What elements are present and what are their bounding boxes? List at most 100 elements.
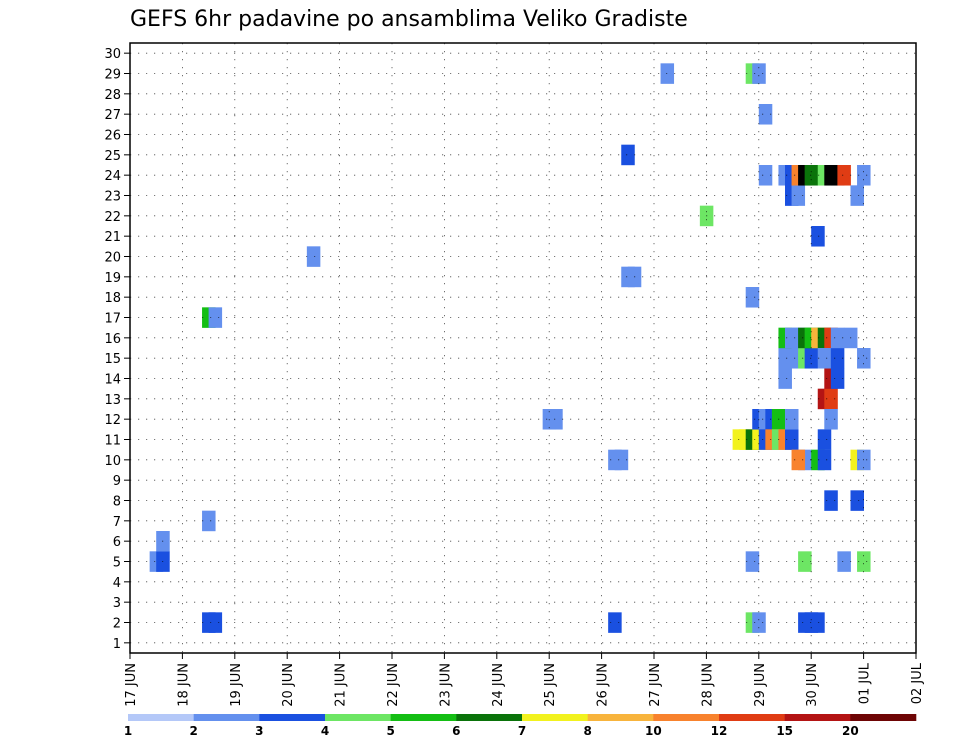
data-cell [830, 327, 845, 349]
y-tick-label: 22 [104, 210, 121, 225]
plot-frame [129, 42, 917, 654]
y-tick-label: 5 [113, 556, 121, 571]
data-cell [745, 287, 760, 308]
colorbar-segment [719, 714, 785, 721]
colorbar-segment [456, 714, 523, 721]
data-cell [811, 612, 825, 633]
colorbar-segment [653, 714, 720, 721]
data-cell [837, 551, 851, 572]
colorbar-label: 6 [452, 724, 460, 738]
y-tick-label: 3 [113, 596, 121, 611]
data-cell [830, 368, 845, 389]
data-cell [752, 63, 766, 84]
y-tick-label: 12 [104, 413, 121, 428]
x-tick-label: 27 JUN [648, 663, 663, 707]
data-cell [608, 612, 622, 633]
y-tick-label: 20 [104, 251, 121, 266]
y-tick-label: 23 [104, 190, 121, 205]
data-cell [208, 307, 223, 328]
data-cell [549, 409, 563, 430]
data-cell [850, 490, 864, 511]
y-tick-label: 8 [113, 495, 121, 510]
data-cell [804, 165, 819, 186]
data-cell [804, 348, 819, 369]
colorbar-label: 12 [711, 724, 728, 738]
data-cell [857, 165, 871, 186]
y-tick-label: 4 [113, 576, 121, 591]
data-cell [811, 226, 825, 247]
y-axis: 1234567891011121314151617181920212223242… [104, 47, 130, 652]
y-tick-label: 16 [104, 332, 121, 347]
y-tick-label: 13 [104, 393, 121, 408]
chart-title: GEFS 6hr padavine po ansamblima Veliko G… [130, 7, 688, 32]
colorbar-label: 5 [386, 724, 394, 738]
y-tick-label: 24 [104, 169, 121, 184]
x-tick-label: 23 JUN [438, 663, 453, 707]
data-cell [758, 104, 773, 125]
data-cell [791, 185, 806, 206]
data-cell [660, 63, 675, 84]
data-cell [785, 409, 799, 430]
colorbar-segment [784, 714, 851, 721]
y-tick-label: 11 [104, 434, 121, 449]
data-cell [791, 449, 806, 471]
colorbar: 1 2 3 4 5 6 7 8 10 12 15 20 [124, 714, 917, 738]
x-tick-label: 29 JUN [753, 663, 768, 707]
y-tick-label: 7 [113, 515, 121, 530]
data-cell [202, 510, 216, 532]
x-tick-label: 02 JUL [910, 662, 925, 704]
y-tick-label: 1 [113, 637, 121, 652]
y-tick-label: 19 [104, 271, 121, 286]
data-cell [817, 429, 832, 450]
y-tick-label: 17 [104, 312, 121, 327]
data-cell [824, 388, 838, 410]
x-tick-label: 20 JUN [281, 663, 296, 707]
y-tick-label: 10 [104, 454, 121, 469]
x-tick-label: 18 JUN [176, 663, 191, 707]
y-tick-label: 26 [104, 129, 121, 144]
y-tick-label: 29 [104, 68, 121, 83]
data-cell [857, 348, 871, 369]
data-cell [306, 246, 321, 267]
colorbar-label: 4 [321, 724, 329, 738]
y-tick-label: 15 [104, 352, 121, 367]
colorbar-segment [390, 714, 457, 721]
y-tick-label: 27 [104, 108, 121, 123]
colorbar-label: 10 [645, 724, 662, 738]
colorbar-segment [193, 714, 260, 721]
colorbar-segment [259, 714, 326, 721]
y-tick-label: 21 [104, 230, 121, 245]
data-cell [850, 185, 864, 206]
data-cell [208, 612, 223, 633]
data-cell [745, 551, 760, 572]
x-tick-label: 26 JUN [596, 663, 611, 707]
x-tick-label: 25 JUN [543, 663, 558, 707]
data-cell [778, 368, 792, 389]
colorbar-label: 20 [842, 724, 859, 738]
x-tick-label: 30 JUN [805, 663, 820, 707]
data-cell [621, 144, 635, 166]
colorbar-segment [850, 714, 917, 721]
data-cell [824, 409, 838, 430]
x-tick-label: 19 JUN [229, 663, 244, 707]
colorbar-label: 3 [255, 724, 263, 738]
data-cell [758, 165, 773, 186]
data-cell [824, 490, 838, 511]
colorbar-segment [325, 714, 391, 721]
colorbar-label: 2 [189, 724, 197, 738]
x-tick-label: 24 JUN [491, 663, 506, 707]
y-tick-label: 18 [104, 291, 121, 306]
x-tick-label: 28 JUN [700, 663, 715, 707]
data-cell [857, 551, 871, 572]
data-cell [785, 429, 799, 450]
x-tick-label: 01 JUL [858, 662, 873, 704]
x-tick-label: 17 JUN [124, 663, 139, 707]
data-cell [752, 612, 766, 633]
y-tick-label: 28 [104, 88, 121, 103]
colorbar-label: 1 [124, 724, 132, 738]
data-cell [817, 348, 832, 369]
cells-layer [149, 63, 871, 633]
y-tick-label: 2 [113, 617, 121, 632]
data-cell [817, 449, 832, 471]
